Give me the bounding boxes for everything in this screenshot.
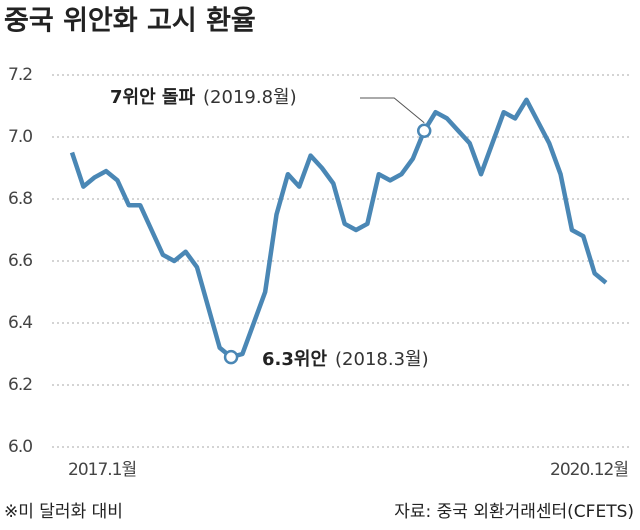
y-tick-label: 6.6	[8, 251, 32, 271]
line	[69, 97, 608, 360]
note: ※미 달러화 대비	[4, 502, 123, 522]
y-tick-label: 7.0	[8, 127, 32, 147]
source: 자료: 중국 외환거래센터(CFETS)	[394, 502, 634, 522]
highlight-point	[223, 349, 239, 365]
annotation-bold: 6.3위안	[262, 349, 327, 370]
chart-title: 중국 위안화 고시 환율	[4, 6, 256, 37]
y-tick-label: 6.2	[8, 375, 32, 395]
x-tick-label: 2020.12월	[550, 460, 628, 480]
annotation: 6.3위안 (2018.3월)	[262, 349, 429, 370]
y-tick-label: 6.8	[8, 189, 32, 209]
highlight-point	[416, 123, 432, 139]
annotation: 7위안 돌파 (2019.8월)	[110, 87, 297, 108]
leader-line	[360, 97, 425, 124]
y-tick-label: 6.4	[8, 313, 32, 333]
y-tick-label: 7.2	[8, 65, 32, 85]
annotation-text: (2019.8월)	[203, 87, 297, 108]
annotation-bold: 7위안 돌파	[110, 87, 195, 108]
x-tick-label: 2017.1월	[68, 460, 136, 480]
y-tick-label: 6.0	[8, 437, 32, 457]
annotation-text: (2018.3월)	[335, 349, 429, 370]
